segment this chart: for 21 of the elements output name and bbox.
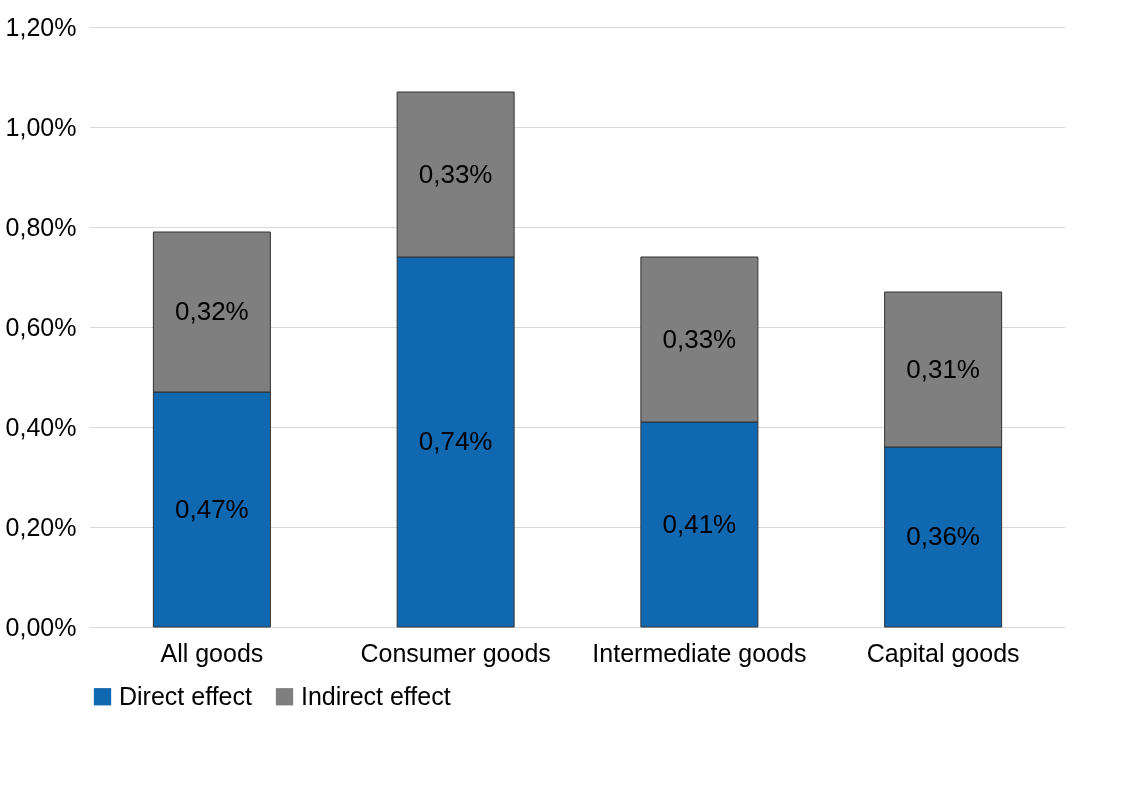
data-label: 0,32% [175,296,249,326]
legend-label: Indirect effect [301,681,451,710]
x-tick-label: Capital goods [866,638,1020,667]
data-label: 0,33% [662,323,737,354]
x-tick-label: Consumer goods [360,638,551,667]
y-tick-label: 0,60% [5,312,77,341]
y-tick-label: 0,00% [5,612,77,641]
y-tick-label: 0,20% [5,512,77,541]
y-tick-label: 0,80% [5,212,77,241]
data-label: 0,41% [662,508,737,539]
y-tick-label: 1,00% [5,112,77,141]
x-tick-label: All goods [160,638,264,667]
data-label: 0,33% [418,158,493,189]
data-label: 0,47% [175,493,249,524]
y-tick-label: 1,20% [5,12,77,41]
data-label: 0,36% [906,521,980,551]
data-label: 0,31% [906,353,980,384]
legend-label: Direct effect [119,681,252,710]
x-tick-label: Intermediate goods [592,638,807,667]
y-tick-label: 0,40% [5,412,77,441]
data-label: 0,74% [418,426,493,456]
